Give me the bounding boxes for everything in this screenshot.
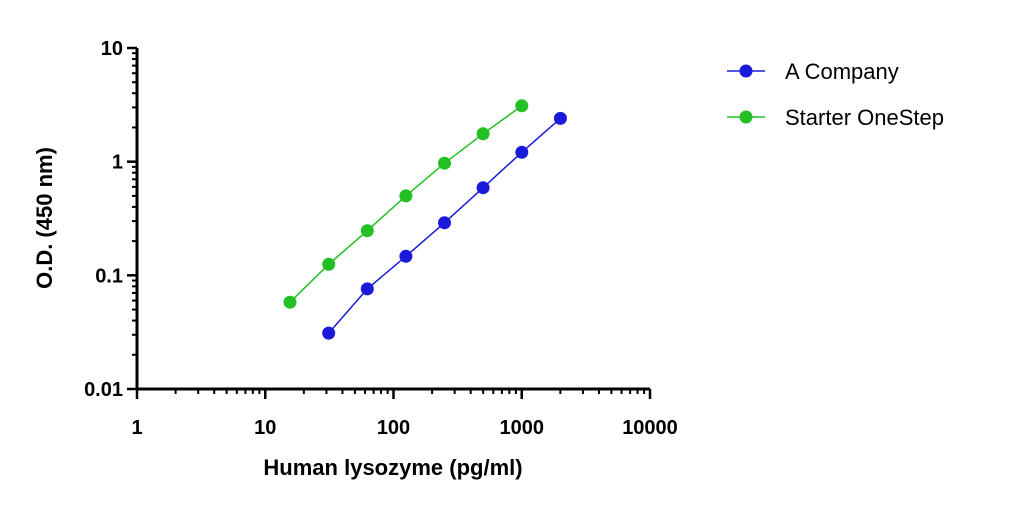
y-tick-label: 0.01: [84, 379, 123, 401]
series-1: [322, 111, 567, 340]
series-2: [283, 99, 529, 309]
y-axis-title: O.D. (450 nm): [32, 147, 57, 289]
x-tick-label: 10000: [622, 417, 678, 439]
data-point: [515, 145, 529, 159]
data-point: [438, 156, 451, 170]
data-point: [476, 127, 490, 141]
data-point: [515, 99, 529, 113]
y-tick-label: 0.1: [95, 265, 123, 287]
data-point: [283, 295, 297, 309]
y-tick-label: 1: [112, 152, 123, 174]
legend-marker: [739, 64, 753, 78]
legend-label: A Company: [785, 59, 899, 84]
data-point: [322, 257, 336, 271]
x-tick-label: 100: [377, 417, 410, 439]
data-point: [360, 224, 374, 238]
data-point: [322, 326, 336, 340]
data-point: [399, 189, 413, 203]
data-point: [476, 181, 490, 195]
legend-item: Starter OneStep: [727, 105, 944, 130]
data-point: [399, 249, 413, 263]
legend-item: A Company: [727, 59, 899, 84]
x-tick-label: 10: [254, 417, 276, 439]
x-tick-label: 1000: [500, 417, 545, 439]
x-axis-title: Human lysozyme (pg/ml): [263, 455, 522, 480]
legend-marker: [739, 110, 753, 124]
data-point: [438, 216, 451, 230]
x-tick-label: 1: [131, 417, 142, 439]
y-tick-label: 10: [101, 38, 123, 60]
legend: A Company Starter OneStep: [727, 59, 944, 130]
axes: 1 10 100 1000 10000 0.01 0.1 1 10: [84, 38, 678, 439]
legend-label: Starter OneStep: [785, 105, 944, 130]
series-layer: [283, 99, 567, 340]
data-point: [360, 282, 374, 296]
data-point: [553, 111, 567, 125]
